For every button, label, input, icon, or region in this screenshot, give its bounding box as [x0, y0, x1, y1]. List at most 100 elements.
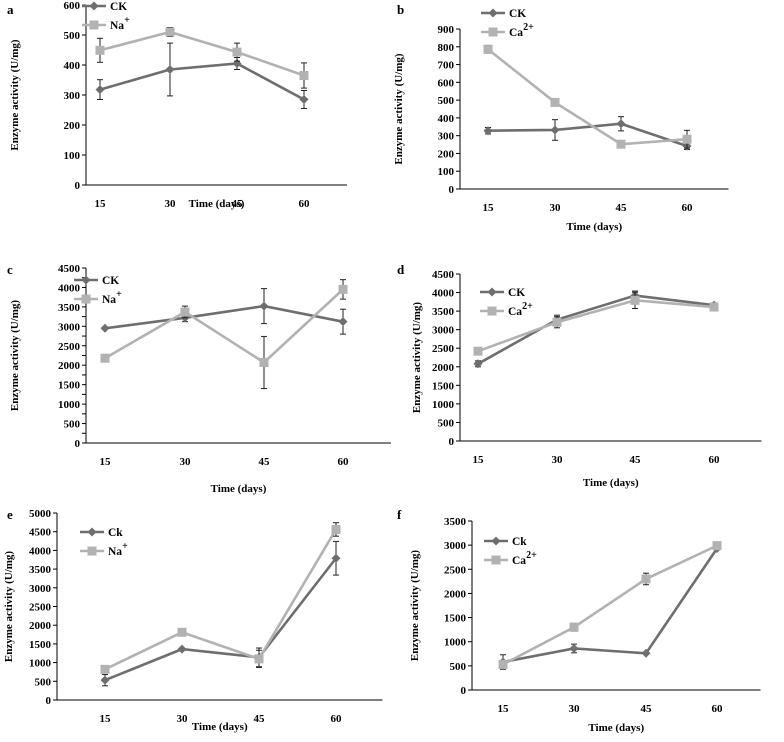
legend-label: CK: [102, 275, 119, 287]
series-na: [100, 279, 348, 390]
chart-panel-b: b 0 100 200 300 400 500 600 700 800 900 15 30 45 60 Tim…: [393, 2, 729, 233]
data-point: [569, 643, 579, 653]
y-tick-label: 0: [75, 438, 81, 450]
legend-entry-ck: Ck: [80, 527, 123, 539]
y-tick-label: 2000: [432, 362, 455, 374]
y-tick-label: 3500: [444, 516, 467, 528]
legend-label: CK: [110, 1, 127, 13]
legend-label: CK: [509, 8, 526, 20]
y-tick-label: 2500: [432, 343, 455, 355]
series-ck: [100, 540, 341, 687]
data-point: [95, 85, 105, 95]
x-tick-label: 15: [95, 198, 107, 210]
x-tick-label: 45: [616, 202, 628, 214]
data-point: [299, 71, 309, 80]
y-tick-label: 1500: [58, 380, 81, 392]
y-tick-label: 500: [64, 30, 81, 42]
y-tick-label: 1500: [29, 639, 52, 651]
series-line: [477, 299, 715, 353]
chart-panel-f: f 0 500 1000 1500 2000 2500 3000 3500 15 30 45 60 Tim…: [397, 507, 761, 734]
series-ca: [483, 44, 692, 149]
x-tick-label: 45: [254, 713, 266, 725]
data-point: [569, 622, 579, 632]
x-tick-label: 60: [331, 713, 343, 725]
y-tick-label: 300: [438, 131, 455, 143]
y-tick-label: 1000: [444, 637, 467, 649]
data-point: [177, 627, 187, 637]
data-point: [180, 307, 190, 317]
legend-marker: [81, 294, 91, 304]
legend-label: Na+: [110, 15, 130, 32]
panel-letter: f: [397, 507, 402, 522]
y-axis-title: Enzyme activity (U/mg): [9, 39, 21, 151]
y-tick-label: 3500: [58, 302, 81, 314]
y-tick-label: 1000: [58, 399, 81, 411]
data-point: [552, 317, 562, 327]
series-line: [502, 547, 719, 664]
x-tick-label: 30: [177, 713, 189, 725]
data-point: [550, 97, 560, 107]
x-tick-label: 30: [552, 454, 564, 466]
y-tick-label: 500: [438, 417, 455, 429]
data-point: [100, 353, 110, 363]
data-point: [682, 134, 692, 144]
x-tick-label: 45: [641, 703, 653, 715]
x-axis-title: Time (days): [566, 221, 622, 233]
x-tick-label: 60: [338, 456, 350, 468]
legend-label: Na+: [102, 289, 122, 306]
legend-marker: [491, 536, 501, 546]
series-ck: [473, 290, 719, 369]
x-tick-label: 60: [682, 202, 694, 214]
x-tick-label: 60: [709, 454, 721, 466]
x-tick-label: 15: [483, 202, 495, 214]
x-axis-title: Time (days): [583, 477, 639, 489]
y-tick-label: 300: [64, 90, 81, 102]
chart-panel-a: a 0 100 200 300 400 500 600 15 30 45 60 Time (days) E…: [7, 0, 347, 210]
y-tick-label: 2000: [444, 588, 467, 600]
y-tick-label: 200: [64, 120, 81, 132]
x-tick-label: 60: [299, 198, 311, 210]
series-line: [104, 528, 338, 671]
series-ca: [498, 541, 722, 669]
y-tick-label: 3000: [444, 540, 467, 552]
legend-entry-ck: CK: [82, 1, 127, 13]
x-axis-title: Time (days): [211, 483, 267, 495]
series-line: [104, 557, 338, 682]
chart-panel-c: c 0 500 1000 1500 2000 2500 3000 3500 4000 4500 15 3…: [7, 262, 391, 495]
y-tick-label: 800: [438, 42, 455, 54]
x-tick-label: 30: [180, 456, 192, 468]
series-ck: [100, 288, 348, 335]
legend-label: Ca2+: [508, 301, 533, 318]
x-tick-label: 45: [232, 198, 244, 210]
panel-letter: e: [7, 507, 13, 522]
legend-marker: [81, 275, 91, 285]
panel-letter: d: [397, 262, 405, 277]
data-point: [483, 44, 493, 54]
data-point: [473, 359, 483, 369]
y-tick-label: 400: [64, 60, 81, 72]
x-tick-label: 60: [712, 703, 724, 715]
legend-marker: [89, 20, 99, 30]
x-axis-title: Time (days): [588, 722, 644, 734]
series-line: [502, 544, 718, 666]
y-tick-label: 0: [461, 685, 467, 697]
y-tick-label: 3500: [29, 564, 52, 576]
data-point: [616, 119, 626, 129]
series-line: [99, 30, 305, 77]
x-tick-label: 15: [100, 713, 112, 725]
legend-marker: [87, 527, 97, 537]
y-tick-label: 3000: [58, 321, 81, 333]
y-axis-title: Enzyme activity (U/mg): [9, 300, 21, 412]
x-tick-label: 45: [630, 454, 642, 466]
x-axis-title: Time (days): [189, 198, 245, 210]
y-tick-label: 0: [449, 184, 455, 196]
x-tick-label: 45: [259, 456, 271, 468]
legend-marker: [488, 27, 498, 37]
y-tick-label: 3000: [29, 583, 52, 595]
legend-entry-ck: CK: [74, 275, 119, 287]
x-tick-label: 15: [473, 454, 485, 466]
y-tick-label: 700: [438, 60, 455, 72]
panel-letter: a: [7, 2, 14, 17]
series-na: [100, 522, 341, 674]
